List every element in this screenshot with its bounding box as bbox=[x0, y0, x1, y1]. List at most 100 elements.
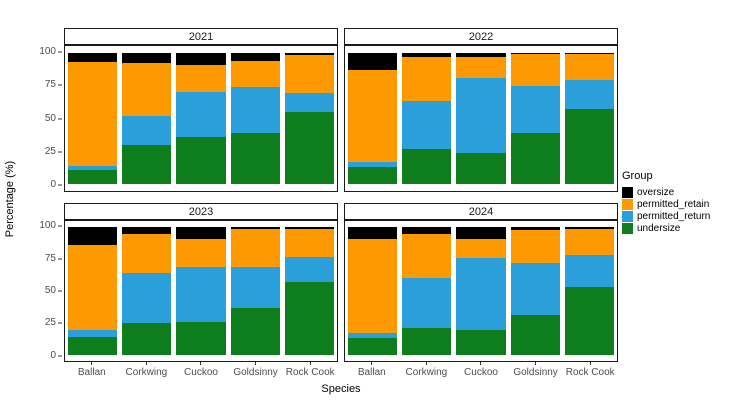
bar-segment-undersize bbox=[564, 109, 615, 185]
facet-strip-label: 2023 bbox=[188, 205, 214, 218]
stacked-bar-goldsinny bbox=[230, 227, 280, 355]
bar-segment-permitted_return bbox=[510, 263, 560, 316]
stacked-bar-cuckoo bbox=[456, 52, 506, 185]
y-tick-mark bbox=[58, 322, 62, 324]
x-axis-slot: Cuckoo bbox=[176, 362, 226, 382]
bar-segment-oversize bbox=[230, 52, 280, 61]
facet-strip-2024: 2024 bbox=[344, 203, 618, 220]
bar-segment-permitted_retain bbox=[456, 56, 506, 78]
stacked-bar-cuckoo bbox=[176, 52, 226, 185]
bar-segment-permitted_retain bbox=[230, 228, 280, 267]
stacked-bar-corkwing bbox=[402, 52, 452, 185]
stacked-bar-rock-cook bbox=[284, 227, 335, 355]
legend-item-oversize: oversize bbox=[622, 187, 744, 198]
bar-segment-undersize bbox=[348, 338, 398, 355]
bar-segment-permitted_retain bbox=[176, 64, 226, 93]
stacked-bar-ballan bbox=[348, 227, 398, 355]
legend-swatch-undersize bbox=[622, 223, 633, 234]
bars-area bbox=[345, 52, 617, 185]
stacked-bar-ballan bbox=[348, 52, 398, 185]
y-tick-label: 25 bbox=[44, 317, 56, 329]
y-tick-label: 75 bbox=[44, 252, 56, 264]
stacked-bar-goldsinny bbox=[510, 52, 560, 185]
facet-strip-label: 2024 bbox=[468, 205, 494, 218]
bar-segment-permitted_retain bbox=[176, 238, 226, 267]
bar-segment-permitted_retain bbox=[230, 60, 280, 87]
y-tick-label: 0 bbox=[50, 349, 56, 361]
x-tick-label: Rock Cook bbox=[285, 367, 335, 378]
bar-segment-permitted_return bbox=[68, 165, 118, 170]
bar-segment-permitted_retain bbox=[402, 233, 452, 279]
bar-segment-undersize bbox=[402, 148, 452, 185]
legend: Group oversize permitted_retain permitte… bbox=[622, 170, 744, 235]
legend-label: oversize bbox=[637, 187, 675, 198]
facet-strip-label: 2021 bbox=[188, 30, 214, 43]
bar-segment-undersize bbox=[230, 307, 280, 355]
y-tick-mark bbox=[58, 184, 62, 186]
bars-area bbox=[345, 227, 617, 355]
bar-segment-oversize bbox=[510, 52, 560, 54]
y-tick-mark bbox=[58, 290, 62, 292]
stacked-bar-rock-cook bbox=[284, 52, 335, 185]
bar-segment-permitted_retain bbox=[348, 238, 398, 334]
facet-strip-label: 2022 bbox=[468, 30, 494, 43]
facet-panel-2023 bbox=[64, 220, 338, 362]
bar-segment-oversize bbox=[68, 52, 118, 62]
x-tick-label: Ballan bbox=[357, 367, 386, 378]
bar-segment-permitted_return bbox=[230, 86, 280, 134]
x-tick-label: Cuckoo bbox=[464, 367, 498, 378]
y-tick-mark bbox=[58, 225, 62, 227]
bar-segment-permitted_return bbox=[402, 101, 452, 149]
bar-segment-oversize bbox=[68, 227, 118, 246]
legend-label: undersize bbox=[637, 223, 681, 234]
bar-segment-oversize bbox=[230, 227, 280, 229]
legend-swatch-oversize bbox=[622, 187, 633, 198]
x-tick-label: Cuckoo bbox=[184, 367, 218, 378]
bar-segment-permitted_return bbox=[402, 278, 452, 328]
stacked-bar-goldsinny bbox=[510, 227, 560, 355]
legend-item-permitted-retain: permitted_retain bbox=[622, 199, 744, 210]
legend-label: permitted_retain bbox=[637, 199, 710, 210]
legend-swatch-permitted-return bbox=[622, 211, 633, 222]
x-tick-mark bbox=[425, 362, 427, 365]
x-tick-mark bbox=[589, 362, 591, 365]
x-tick-label: Goldsinny bbox=[513, 367, 558, 378]
bar-segment-undersize bbox=[176, 136, 226, 185]
facet-strip-2022: 2022 bbox=[344, 28, 618, 45]
bar-segment-undersize bbox=[564, 287, 615, 355]
bar-segment-permitted_retain bbox=[456, 238, 506, 258]
bar-segment-permitted_return bbox=[122, 115, 172, 145]
x-tick-mark bbox=[145, 362, 147, 365]
bar-segment-permitted_return bbox=[176, 92, 226, 137]
x-axis-left-panel: Ballan Corkwing Cuckoo Goldsinny Rock Cook bbox=[64, 362, 338, 382]
y-tick-label: 50 bbox=[44, 285, 56, 296]
bar-segment-permitted_return bbox=[122, 273, 172, 323]
x-axis-right-panel: Ballan Corkwing Cuckoo Goldsinny Rock Cook bbox=[344, 362, 618, 382]
bar-segment-oversize bbox=[402, 227, 452, 234]
y-tick-label: 100 bbox=[39, 45, 56, 57]
bar-segment-oversize bbox=[176, 227, 226, 239]
legend-label: permitted_return bbox=[637, 211, 711, 222]
stacked-bar-cuckoo bbox=[176, 227, 226, 355]
bar-segment-undersize bbox=[510, 133, 560, 185]
y-tick-label: 25 bbox=[44, 145, 56, 157]
x-axis-slot: Corkwing bbox=[122, 362, 172, 382]
facet-strip-2023: 2023 bbox=[64, 203, 338, 220]
bar-segment-oversize bbox=[176, 52, 226, 65]
y-tick-mark bbox=[58, 151, 62, 153]
bar-segment-undersize bbox=[402, 327, 452, 355]
bar-segment-permitted_retain bbox=[284, 55, 335, 94]
bar-segment-undersize bbox=[122, 144, 172, 185]
facet-panel-2024 bbox=[344, 220, 618, 362]
bar-segment-permitted_retain bbox=[510, 229, 560, 264]
legend-item-permitted-return: permitted_return bbox=[622, 211, 744, 222]
x-tick-mark bbox=[371, 362, 373, 365]
y-axis-row-top: 0 25 50 75 100 bbox=[36, 45, 62, 192]
x-axis-slot: Rock Cook bbox=[285, 362, 335, 382]
bar-segment-oversize bbox=[564, 52, 615, 54]
x-axis-slot: Rock Cook bbox=[565, 362, 615, 382]
bar-segment-permitted_return bbox=[284, 93, 335, 112]
bars-area bbox=[65, 52, 337, 185]
bar-segment-undersize bbox=[284, 282, 335, 355]
y-tick-mark bbox=[58, 118, 62, 119]
